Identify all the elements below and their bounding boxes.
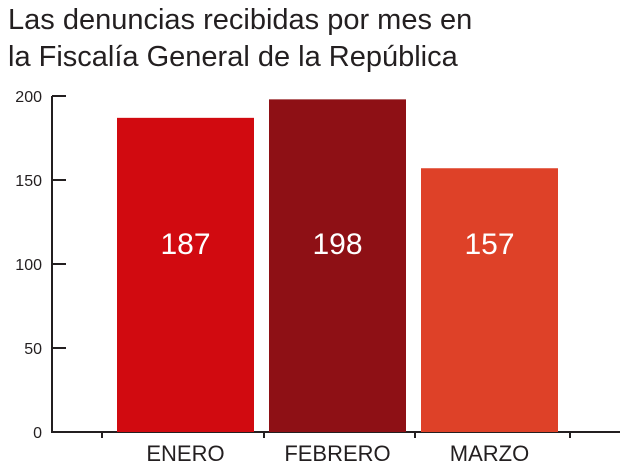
chart-title-line-2: la Fiscalía General de la República <box>8 41 458 73</box>
data-label: 157 <box>464 228 514 261</box>
y-tick-label: 0 <box>33 425 42 442</box>
chart-labels: 187 ENERO 198 FEBRERO 157 MARZO <box>146 228 529 466</box>
x-category-label: FEBRERO <box>284 441 390 466</box>
data-label: 198 <box>312 228 362 261</box>
bar-marzo <box>421 168 558 433</box>
x-category-label: MARZO <box>450 441 529 466</box>
y-tick-label: 50 <box>24 341 42 358</box>
y-tick-label: 100 <box>15 257 42 274</box>
bar-febrero <box>269 99 406 433</box>
x-category-label: ENERO <box>146 441 224 466</box>
chart-bars <box>117 99 558 433</box>
y-tick-label: 150 <box>15 173 42 190</box>
data-label: 187 <box>160 228 210 261</box>
chart-title: Las denuncias recibidas por mes en la Fi… <box>8 2 618 76</box>
bar-enero <box>117 117 254 432</box>
y-tick-label: 200 <box>15 89 42 106</box>
chart-title-line-1: Las denuncias recibidas por mes en <box>8 4 473 36</box>
